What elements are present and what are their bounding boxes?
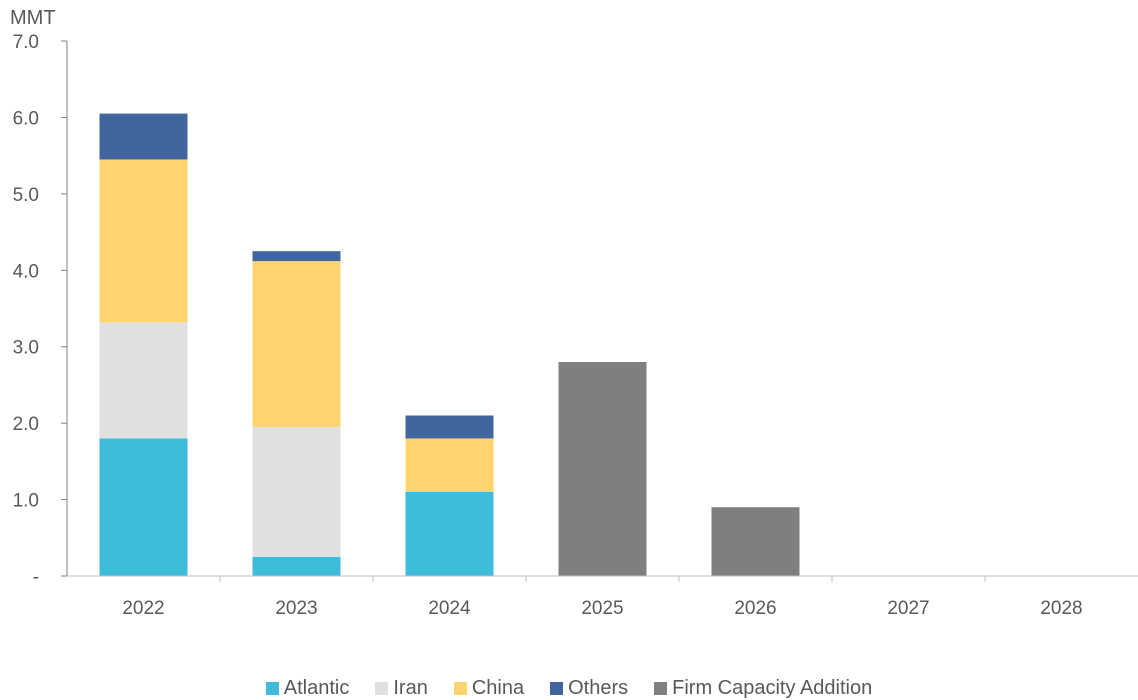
bar-segment <box>252 426 341 557</box>
bar-segment <box>405 491 494 576</box>
x-tick-label: 2026 <box>734 598 776 619</box>
bar-segment <box>99 113 188 160</box>
legend: Atlantic Iran China Others Firm Capacity Add… <box>0 676 1138 700</box>
legend-item: China <box>453 676 525 700</box>
legend-swatch <box>375 681 389 695</box>
y-tick-label: 6.0 <box>13 108 39 129</box>
legend-item: Others <box>550 677 628 700</box>
legend-label: China <box>471 676 525 699</box>
bar-segment <box>99 438 188 576</box>
legend-item: Firm Capacity Addition <box>654 677 872 700</box>
bar-segment <box>252 251 341 262</box>
y-tick-label: 4.0 <box>13 261 39 282</box>
legend-item: Atlantic <box>265 676 350 700</box>
legend-label: Others <box>568 676 629 699</box>
x-tick-label: 2027 <box>887 598 929 619</box>
legend-label: Firm Capacity Addition <box>672 676 873 699</box>
legend-item: Iran <box>375 676 428 700</box>
legend-label: Iran <box>393 676 428 699</box>
stacked-bar-chart: MMT -1.02.03.04.05.06.07.0 2022 2023 2024 2… <box>10 7 1138 619</box>
x-tick-label: 2022 <box>122 598 164 619</box>
legend-swatch <box>265 681 279 695</box>
bar-segment <box>405 415 494 439</box>
bar-segment <box>711 507 800 576</box>
y-tick-label: 2.0 <box>13 414 39 435</box>
y-axis-unit-label: MMT <box>10 7 56 29</box>
x-tick-label: 2028 <box>1040 598 1082 619</box>
y-tick-label: 7.0 <box>13 32 39 53</box>
bar-segment <box>99 159 188 323</box>
y-axis: - 1.0 2.0 3.0 4.0 5.0 6.0 7.0 <box>13 32 68 588</box>
legend-swatch <box>453 681 467 695</box>
x-tick-label: 2023 <box>275 598 317 619</box>
bar-segment <box>558 362 647 576</box>
bar-segment <box>252 556 341 576</box>
legend-label: Atlantic <box>283 676 350 699</box>
bar-segment <box>252 261 341 427</box>
bar-segment <box>405 438 494 492</box>
y-tick-label: 5.0 <box>13 185 39 206</box>
bar-segment <box>99 322 188 439</box>
legend-swatch <box>654 681 668 695</box>
bars-group <box>99 113 800 576</box>
y-tick-label: 3.0 <box>13 338 39 359</box>
legend-swatch <box>550 681 564 695</box>
x-tick-label: 2025 <box>581 598 623 619</box>
y-tick-label: - <box>33 567 39 588</box>
x-axis: 2022 2023 2024 2025 2026 2027 2028 <box>67 575 1138 619</box>
x-tick-label: 2024 <box>428 598 471 619</box>
y-tick-label: 1.0 <box>13 491 39 512</box>
